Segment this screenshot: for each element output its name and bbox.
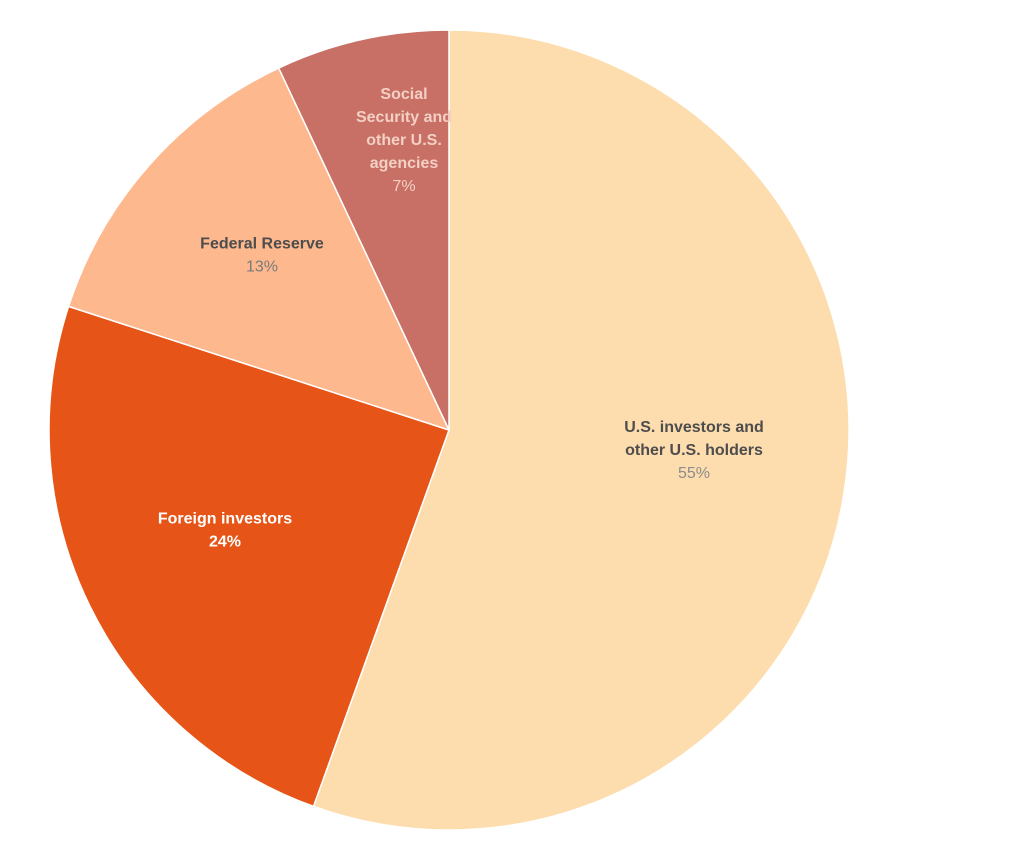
pie-label-value: 24%	[209, 534, 241, 551]
pie-label-name-line: other U.S. holders	[625, 442, 763, 459]
pie-slice-3	[277, 29, 450, 431]
pie-slice-0	[312, 29, 850, 831]
pie-label-name-line: Security and	[356, 109, 452, 126]
pie-label-3: Social Security and other U.S. agencies 7%	[356, 86, 452, 195]
pie-label-0: U.S. investors and other U.S. holders 55%	[624, 419, 764, 482]
pie-label-name-line: Federal Reserve	[200, 236, 324, 253]
pie-slices	[48, 29, 850, 831]
pie-label-name-line: U.S. investors and	[624, 419, 764, 436]
pie-label-2: Federal Reserve 13%	[200, 236, 324, 276]
pie-label-name-line: Social	[380, 86, 427, 103]
pie-label-name-line: agencies	[370, 155, 439, 172]
pie-label-value: 13%	[246, 259, 278, 276]
pie-label-name-line: Foreign investors	[158, 511, 292, 528]
pie-label-1: Foreign investors 24%	[158, 511, 292, 551]
pie-slice-1	[48, 305, 450, 808]
pie-label-name-line: other U.S.	[366, 132, 442, 149]
pie-slice-2	[67, 67, 450, 431]
pie-label-value: 7%	[392, 178, 415, 195]
pie-label-value: 55%	[678, 465, 710, 482]
pie-labels: U.S. investors and other U.S. holders 55% F…	[158, 86, 764, 551]
